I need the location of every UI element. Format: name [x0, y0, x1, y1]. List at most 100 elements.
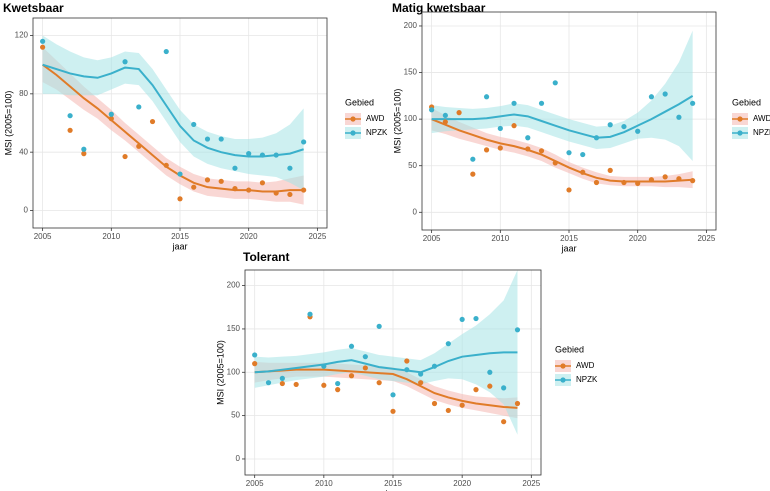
data-point [593, 135, 600, 141]
data-point [246, 151, 252, 157]
data-point [362, 365, 368, 371]
data-point [259, 152, 266, 158]
data-point [204, 177, 211, 183]
data-point [445, 341, 451, 347]
legend-key-point [350, 130, 356, 136]
data-point [690, 100, 696, 106]
data-point [279, 380, 285, 387]
confidence-band [431, 107, 693, 189]
data-point [676, 114, 682, 120]
data-point [232, 165, 238, 171]
data-point [335, 380, 341, 387]
legend-label: AWD [753, 114, 770, 123]
data-point [67, 127, 73, 133]
trend-line [254, 351, 518, 374]
data-point [376, 380, 382, 386]
data-point [191, 184, 197, 190]
data-point [273, 152, 279, 158]
data-point [163, 48, 169, 55]
x-tick-label: 2020 [629, 234, 647, 243]
data-point [321, 382, 327, 388]
data-point [473, 387, 479, 393]
data-point [483, 94, 490, 100]
x-axis-label: jaar [560, 243, 576, 253]
data-point [497, 125, 503, 132]
data-point [431, 400, 438, 407]
data-point [514, 400, 521, 407]
y-tick-label: 50 [408, 161, 417, 170]
chart-title: Kwetsbaar [3, 1, 64, 15]
data-point [232, 186, 238, 192]
data-point [525, 146, 531, 152]
data-point [662, 91, 668, 97]
trend-line [254, 368, 518, 409]
data-point [442, 119, 448, 125]
data-point [218, 136, 224, 142]
data-point [690, 178, 696, 184]
plot-area [33, 18, 327, 228]
y-tick-label: 0 [236, 454, 241, 463]
data-point [252, 361, 258, 367]
data-point [163, 162, 169, 168]
legend-label: AWD [366, 114, 385, 123]
data-point [418, 380, 424, 386]
data-point [252, 352, 258, 358]
data-point [501, 385, 507, 391]
y-tick-label: 40 [19, 147, 28, 156]
y-axis-label: MSI (2005=100) [3, 91, 13, 156]
data-point [307, 311, 313, 317]
x-tick-label: 2020 [453, 479, 471, 488]
data-point [648, 94, 655, 100]
data-point [404, 358, 410, 364]
y-axis-label: MSI (2005=100) [392, 89, 402, 154]
plot-area [422, 12, 716, 230]
data-point [552, 160, 558, 166]
data-point [473, 315, 479, 322]
data-point [487, 383, 493, 389]
data-point [607, 167, 613, 173]
plot-area [245, 270, 541, 475]
data-point [301, 139, 307, 145]
plot-border [421, 11, 717, 231]
data-point [580, 169, 586, 175]
data-point [470, 171, 476, 177]
x-tick-label: 2010 [491, 234, 509, 243]
data-point [418, 371, 424, 377]
data-point [538, 100, 545, 106]
data-point [177, 196, 183, 202]
data-point [566, 187, 572, 193]
data-point [621, 179, 627, 186]
data-point [108, 116, 114, 122]
y-tick-label: 150 [404, 68, 418, 77]
legend-label: AWD [576, 361, 595, 370]
y-tick-label: 0 [413, 207, 418, 216]
legend-key-point [350, 116, 356, 122]
data-point [136, 104, 142, 110]
chart-title: Tolerant [243, 250, 289, 264]
legend-label: NPZK [753, 128, 770, 137]
y-axis-label: MSI (2005=100) [215, 340, 225, 405]
x-tick-label: 2020 [240, 232, 258, 241]
x-tick-label: 2025 [308, 232, 326, 241]
data-point [676, 176, 682, 182]
data-point [287, 191, 293, 198]
data-point [487, 369, 493, 375]
legend-label: NPZK [576, 375, 598, 384]
y-tick-label: 200 [227, 281, 241, 290]
trend-line [42, 63, 304, 158]
data-point [456, 110, 462, 116]
legend-title: Gebied [555, 344, 584, 354]
data-point [287, 165, 293, 171]
data-point [497, 145, 503, 151]
x-axis-label: jaar [384, 488, 400, 491]
y-tick-label: 100 [404, 114, 418, 123]
data-point [390, 392, 396, 398]
data-point [321, 363, 327, 369]
confidence-band [431, 30, 693, 162]
data-point [348, 373, 355, 379]
data-point [511, 123, 517, 129]
data-point [459, 316, 465, 323]
data-point [348, 343, 355, 349]
